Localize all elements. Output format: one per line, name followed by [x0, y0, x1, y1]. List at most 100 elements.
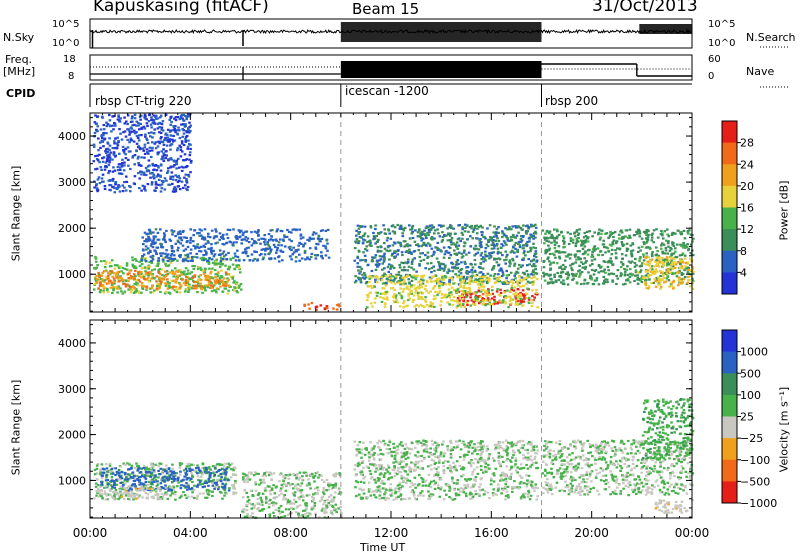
velocity-panel-cell: [212, 471, 215, 475]
nsky-label: N.Sky: [3, 31, 35, 44]
power-panel-cell: [214, 282, 217, 285]
power-panel-cell: [578, 269, 581, 272]
power-panel-cell: [174, 174, 177, 177]
power-panel-cell: [664, 260, 668, 263]
power-panel-cell: [145, 271, 149, 274]
power-panel-cell: [465, 293, 468, 296]
power-panel-cell: [101, 157, 104, 160]
power-panel-cell: [95, 188, 99, 191]
power-panel-cell: [361, 241, 365, 244]
power-panel-cell: [549, 267, 552, 270]
power-panel-cell: [600, 270, 603, 273]
power-panel-cell: [534, 255, 538, 259]
power-panel-cell: [692, 237, 695, 240]
velocity-panel-cell: [156, 483, 160, 486]
power-panel-cell: [178, 274, 181, 277]
power-panel-cell: [393, 278, 396, 281]
power-panel-cell: [269, 257, 273, 260]
power-panel-cell: [660, 229, 663, 233]
power-panel-cell: [651, 265, 654, 268]
power-panel-cell: [466, 299, 470, 303]
power-panel-cell: [667, 279, 671, 282]
power-panel-cell: [116, 287, 119, 290]
velocity-panel-cell: [160, 497, 164, 500]
power-panel-cell: [421, 276, 424, 279]
power-panel-cell: [640, 275, 644, 278]
power-panel-cell: [138, 280, 142, 283]
power-panel-cell: [535, 272, 539, 275]
power-panel-cell: [360, 267, 363, 270]
velocity-panel-cell: [141, 483, 145, 486]
power-panel-cell: [668, 285, 671, 288]
velocity-panel-cell: [151, 466, 154, 469]
power-panel-cell: [636, 271, 640, 274]
power-panel-cell: [450, 286, 454, 289]
power-panel-cell: [524, 254, 527, 257]
power-panel-cell: [620, 229, 623, 232]
power-panel-cell: [429, 278, 432, 281]
power-panel-cell: [133, 163, 136, 166]
power-panel-cell: [566, 276, 570, 279]
power-panel-cell: [185, 187, 188, 190]
power-panel-cell: [158, 131, 161, 134]
power-panel-cell: [171, 140, 175, 143]
power-panel-cell: [460, 252, 464, 255]
power-panel-cell: [355, 229, 358, 232]
power-panel-cell: [199, 282, 202, 285]
power-panel-cell: [453, 300, 457, 303]
power-panel-cell: [489, 251, 492, 255]
power-panel-cell: [474, 244, 477, 247]
power-panel-cell: [210, 290, 214, 293]
power-panel-cell: [118, 163, 122, 166]
power-panel-cell: [99, 284, 102, 287]
power-panel-cell: [417, 281, 420, 284]
power-panel-cell: [574, 244, 578, 248]
power-panel-cell: [125, 262, 129, 265]
power-panel-cell: [416, 231, 420, 234]
velocity-panel-cell: [150, 468, 153, 471]
power-panel-cell: [583, 257, 586, 260]
power-panel-cell: [420, 286, 423, 289]
power-panel-cell: [171, 287, 175, 290]
power-panel-cell: [413, 240, 417, 243]
power-panel-cell: [387, 280, 390, 283]
power-panel-cell: [197, 275, 201, 278]
power-panel-cell: [234, 255, 237, 258]
power-panel-cell: [461, 233, 465, 236]
power-panel-cell: [277, 241, 281, 244]
power-panel-cell: [105, 121, 108, 124]
power-panel-cell: [199, 257, 203, 260]
power-panel-cell: [479, 300, 482, 303]
power-panel-cell: [119, 287, 122, 290]
power-panel-cell: [616, 269, 620, 272]
velocity-panel-cell: [159, 496, 163, 499]
power-panel-cell: [135, 281, 138, 284]
power-panel-cell: [516, 250, 519, 253]
power-panel-cell: [545, 250, 549, 253]
power-panel-cell: [98, 275, 101, 278]
power-panel-cell: [151, 258, 155, 261]
power-panel-cell: [411, 224, 415, 228]
power-panel-cell: [618, 248, 621, 251]
velocity-panel-cell: [163, 480, 167, 483]
power-panel-cell: [150, 116, 153, 119]
velocity-panel-cell: [161, 486, 165, 490]
power-panel-cell: [138, 291, 141, 295]
power-panel-cell: [518, 246, 522, 249]
power-panel-cell: [177, 129, 181, 132]
power-panel-cell: [256, 258, 259, 261]
power-panel-cell: [651, 251, 654, 254]
power-panel-cell: [200, 237, 204, 240]
power-panel-cell: [308, 258, 312, 261]
power-panel-cell: [182, 129, 185, 132]
power-panel-cell: [450, 239, 453, 242]
power-panel-cell: [93, 186, 96, 189]
power-panel-cell: [316, 243, 320, 246]
power-panel-cell: [325, 305, 329, 308]
power-panel-cell: [153, 122, 156, 125]
velocity-panel-cell: [152, 469, 156, 472]
velocity-panel-cell: [213, 472, 217, 475]
power-panel-cell: [114, 183, 117, 186]
velocity-panel-cell: [105, 474, 108, 477]
velocity-panel-cell: [188, 487, 192, 491]
